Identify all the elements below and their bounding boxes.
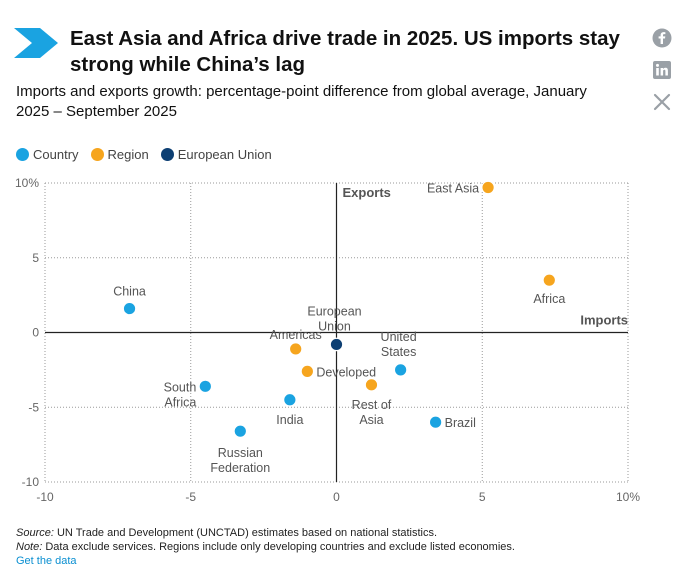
y-tick-label: 10%	[15, 176, 39, 190]
y-axis-label: Exports	[343, 185, 391, 200]
point-label-africa: Africa	[533, 292, 565, 306]
y-tick-label: -10	[22, 475, 40, 489]
linkedin-icon[interactable]	[652, 60, 672, 80]
legend-label-country: Country	[33, 146, 79, 162]
note-label: Note:	[16, 541, 43, 553]
legend-label-region: Region	[107, 146, 149, 162]
chart-title: East Asia and Africa drive trade in 2025…	[70, 27, 620, 76]
point-label-european-union: European Union	[307, 304, 361, 333]
point-label-east-asia: East Asia	[427, 181, 479, 195]
point-china[interactable]	[122, 301, 137, 316]
point-label-developed: Developed	[316, 365, 376, 379]
x-tick-label: -10	[36, 490, 54, 504]
point-label-rest-of-asia: Rest of Asia	[352, 398, 392, 427]
x-tick-label: 10%	[616, 490, 640, 504]
legend-item-country[interactable]: Country	[16, 147, 79, 162]
facebook-icon[interactable]	[652, 28, 672, 48]
point-label-united-states: United States	[381, 330, 417, 359]
chevron-logo-icon	[14, 28, 58, 58]
source-line: Source: UN Trade and Development (UNCTAD…	[16, 526, 515, 540]
header: East Asia and Africa drive trade in 2025…	[0, 12, 685, 111]
x-icon[interactable]	[652, 92, 672, 112]
point-africa[interactable]	[542, 273, 557, 287]
x-tick-label: -5	[185, 490, 196, 504]
point-developed[interactable]	[300, 364, 315, 379]
legend-label-eu: European Union	[177, 146, 272, 162]
point-label-china: China	[113, 285, 146, 299]
chart-subtitle: Imports and exports growth: percentage-p…	[16, 83, 587, 120]
legend-dot-eu	[160, 147, 174, 161]
y-tick-label: -5	[28, 400, 39, 414]
point-india[interactable]	[283, 392, 297, 407]
point-label-americas: Americas	[270, 328, 322, 342]
scatter-chart: -10 -5 0 5 10% 10% 5 0 -5 -10 Exports Imports East A…	[15, 176, 640, 504]
point-united-states[interactable]	[393, 363, 408, 377]
point-brazil[interactable]	[428, 415, 443, 429]
point-rest-of-asia[interactable]	[364, 378, 379, 392]
legend: Country Region European Union	[16, 145, 284, 163]
footer: Source: UN Trade and Development (UNCTAD…	[16, 526, 515, 568]
x-tick-label: 0	[333, 490, 340, 504]
point-european-union[interactable]	[329, 337, 344, 352]
x-tick-label: 5	[479, 490, 486, 504]
legend-dot-country	[16, 147, 29, 161]
point-east-asia[interactable]	[481, 180, 495, 195]
point-americas[interactable]	[288, 342, 303, 356]
point-label-brazil: Brazil	[445, 416, 476, 430]
x-axis-label: Imports	[580, 313, 628, 328]
source-text: UN Trade and Development (UNCTAD) estima…	[53, 527, 438, 539]
legend-item-region[interactable]: Region	[90, 146, 149, 162]
get-data-link[interactable]: Get the data	[16, 555, 77, 567]
point-label-south-africa: South Africa	[164, 380, 197, 409]
point-russian-federation[interactable]	[233, 424, 248, 438]
point-south-africa[interactable]	[198, 379, 213, 394]
point-label-india: India	[276, 413, 303, 427]
note-line: Note: Data exclude services. Regions inc…	[16, 540, 515, 554]
y-tick-label: 5	[32, 251, 39, 265]
note-text: Data exclude services. Regions include o…	[42, 541, 515, 553]
point-label-russian-federation: Russian Federation	[210, 446, 270, 475]
legend-item-eu[interactable]: European Union	[160, 146, 272, 162]
y-tick-label: 0	[32, 326, 39, 340]
legend-dot-region	[90, 147, 104, 161]
source-label: Source:	[16, 527, 54, 539]
social-links	[652, 28, 674, 124]
